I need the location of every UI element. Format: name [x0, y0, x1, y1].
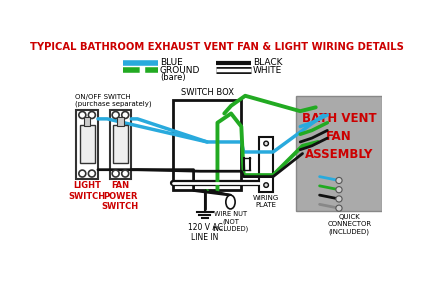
Bar [296, 96, 382, 211]
Text: BLUE: BLUE [160, 58, 183, 67]
Bar [117, 116, 124, 126]
Text: LIGHT
SWITCH: LIGHT SWITCH [69, 181, 106, 201]
Bar [80, 125, 95, 163]
Circle shape [88, 170, 95, 177]
Circle shape [336, 178, 342, 184]
Text: BLACK: BLACK [253, 58, 282, 67]
Circle shape [88, 112, 95, 119]
Text: WHITE: WHITE [253, 66, 282, 75]
Ellipse shape [226, 195, 235, 209]
Circle shape [112, 112, 119, 119]
Bar [76, 110, 98, 179]
Text: SWITCH BOX: SWITCH BOX [181, 88, 234, 97]
Text: ON/OFF SWITCH
(purchase separately): ON/OFF SWITCH (purchase separately) [75, 94, 151, 107]
Circle shape [122, 170, 129, 177]
Circle shape [336, 196, 342, 202]
Bar [113, 125, 128, 163]
Circle shape [264, 183, 268, 187]
Circle shape [79, 170, 86, 177]
Text: GROUND: GROUND [160, 66, 200, 75]
Bar [109, 110, 131, 179]
Text: WIRING
PLATE: WIRING PLATE [253, 195, 279, 208]
Circle shape [112, 170, 119, 177]
Circle shape [79, 112, 86, 119]
Text: 120 V AC
LINE IN: 120 V AC LINE IN [187, 223, 222, 242]
Circle shape [336, 205, 342, 211]
Bar [84, 116, 90, 126]
Circle shape [336, 187, 342, 193]
Circle shape [264, 141, 268, 146]
Text: TYPICAL BATHROOM EXHAUST VENT FAN & LIGHT WIRING DETAILS: TYPICAL BATHROOM EXHAUST VENT FAN & LIGH… [31, 42, 404, 52]
Text: WIRE NUT
(NOT
INCLUDED): WIRE NUT (NOT INCLUDED) [212, 211, 248, 232]
Text: (bare): (bare) [160, 73, 186, 82]
Text: QUICK
CONNECTOR
(INCLUDED): QUICK CONNECTOR (INCLUDED) [327, 214, 371, 235]
Bar [173, 100, 241, 191]
Bar [259, 136, 273, 192]
Text: FAN
POWER
SWITCH: FAN POWER SWITCH [102, 181, 139, 211]
Text: BATH VENT
FAN
ASSEMBLY: BATH VENT FAN ASSEMBLY [301, 112, 376, 161]
Circle shape [122, 112, 129, 119]
